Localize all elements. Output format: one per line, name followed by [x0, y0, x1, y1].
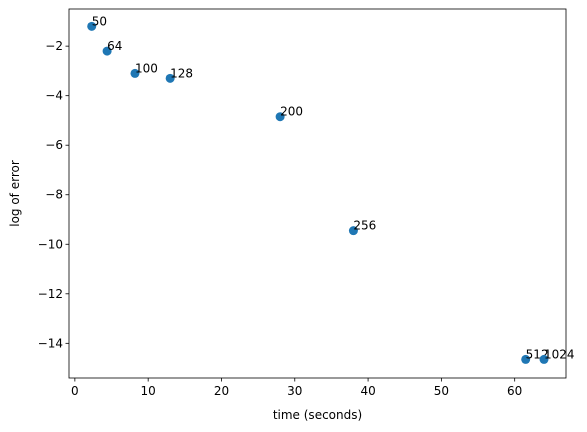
data-point — [87, 21, 97, 31]
data-point — [102, 46, 112, 56]
data-point-label: 1024 — [544, 347, 575, 361]
x-tick-label: 50 — [434, 384, 449, 398]
y-tick-label: −10 — [38, 237, 63, 251]
data-point-label: 50 — [92, 14, 107, 28]
y-axis-label: log of error — [8, 160, 22, 227]
x-tick-label: 40 — [360, 384, 375, 398]
x-axis-label: time (seconds) — [273, 408, 362, 422]
data-point — [521, 354, 531, 364]
y-tick-label: −4 — [45, 89, 63, 103]
x-tick-label: 0 — [71, 384, 79, 398]
y-tick-label: −14 — [38, 336, 63, 350]
x-tick-label: 30 — [287, 384, 302, 398]
data-point-label: 64 — [107, 39, 122, 53]
data-point — [275, 112, 285, 122]
y-tick-label: −6 — [45, 138, 63, 152]
y-tick-label: −2 — [45, 39, 63, 53]
y-tick-label: −8 — [45, 188, 63, 202]
data-point-label: 100 — [135, 61, 158, 75]
data-point — [348, 226, 358, 236]
x-tick-label: 10 — [141, 384, 156, 398]
data-point-label: 256 — [353, 219, 376, 233]
y-tick-label: −12 — [38, 287, 63, 301]
data-point-label: 200 — [280, 105, 303, 119]
data-point — [165, 73, 175, 83]
data-point — [539, 354, 549, 364]
x-tick-label: 20 — [214, 384, 229, 398]
axis-ticks: 0 10 20 30 40 50 60 −2 −4 −6 −8 −10 −12 −14 — [38, 39, 523, 398]
data-point-label: 128 — [170, 66, 193, 80]
x-tick-label: 60 — [507, 384, 522, 398]
plot-frame — [68, 8, 567, 379]
data-point — [130, 68, 140, 78]
